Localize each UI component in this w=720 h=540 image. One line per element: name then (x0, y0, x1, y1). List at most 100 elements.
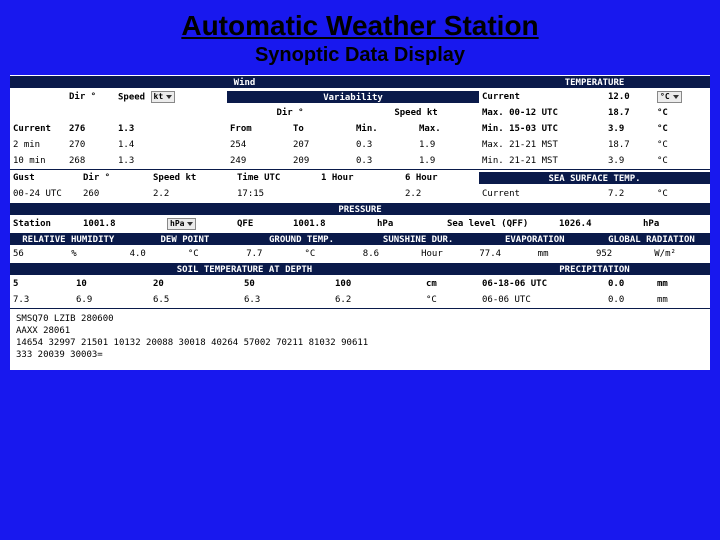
soil-d3: 50 (241, 276, 332, 292)
band-soil: SOIL TEMPERATURE AT DEPTH (10, 262, 479, 276)
rad-val: 952 (593, 246, 651, 262)
soil-v3: 6.3 (241, 292, 332, 308)
wind-row2-spd: 1.3 (115, 153, 227, 169)
soil-d4: 100 (332, 276, 423, 292)
soil-v1: 6.9 (73, 292, 150, 308)
chevron-down-icon (187, 222, 193, 226)
wind-row1-dir: 270 (66, 137, 115, 153)
evap-val: 77.4 (476, 246, 534, 262)
temp-row2-val: 3.9 (605, 121, 654, 137)
temp-row1-val: 18.7 (605, 105, 654, 121)
band-wind: Wind (10, 75, 479, 89)
var-row0-from: 254 (227, 137, 290, 153)
temp-row0-label: Current (479, 89, 605, 105)
var-to-hdr: To (290, 121, 353, 137)
temp-row2-unit: °C (654, 121, 710, 137)
code-line: AAXX 28061 (16, 325, 704, 337)
band-rh: RELATIVE HUMIDITY (10, 232, 127, 246)
soil-d-unit: cm (423, 276, 479, 292)
soil-v2: 6.5 (150, 292, 241, 308)
chevron-down-icon (166, 95, 172, 99)
row-group-gust-val: 00-24 UTC 260 2.2 17:15 2.2 Current 7.2 … (10, 186, 710, 202)
gust-spd-hdr: Speed kt (150, 170, 234, 186)
temp-row1-label: Max. 00-12 UTC (479, 105, 605, 121)
gust-6h: 2.2 (402, 186, 479, 202)
press-qff-lbl: Sea level (QFF) (444, 216, 556, 232)
gust-1h (318, 186, 402, 202)
sun-unit: Hour (418, 246, 476, 262)
precip-row0-val: 0.0 (605, 276, 654, 292)
var-row1-to: 209 (290, 153, 353, 169)
evap-unit: mm (535, 246, 593, 262)
press-qfe-lbl: QFE (234, 216, 290, 232)
sun-val: 8.6 (360, 246, 418, 262)
temp-row4-label: Min. 21-21 MST (479, 153, 605, 169)
var-row1-max: 1.9 (416, 153, 479, 169)
precip-row0-label: 06-18-06 UTC (479, 276, 605, 292)
press-station-lbl: Station (10, 216, 80, 232)
dew-val: 4.0 (127, 246, 185, 262)
precip-row0-unit: mm (654, 276, 710, 292)
press-unit-select[interactable]: hPa (167, 218, 196, 230)
press-qfe: 1001.8 (290, 216, 374, 232)
band-pressure: PRESSURE (10, 202, 710, 216)
gust-label: 00-24 UTC (10, 186, 80, 202)
rad-unit: W/m² (651, 246, 710, 262)
var-row0-max: 1.9 (416, 137, 479, 153)
page-title: Automatic Weather Station (0, 0, 720, 44)
ground-val: 7.7 (243, 246, 301, 262)
gust-time: 17:15 (234, 186, 318, 202)
band-variability: Variability (227, 90, 479, 104)
wind-row2-label: 10 min (10, 153, 66, 169)
gust-dir: 260 (80, 186, 150, 202)
var-row0-to: 207 (290, 137, 353, 153)
var-from-hdr: From (227, 121, 290, 137)
soil-v4: 6.2 (332, 292, 423, 308)
wind-row0-spd: 1.3 (115, 121, 227, 137)
band-temperature: TEMPERATURE (479, 75, 710, 89)
var-row0-min: 0.3 (353, 137, 416, 153)
page-subtitle: Synoptic Data Display (0, 44, 720, 75)
band-dew: DEW POINT (127, 232, 244, 246)
var-min-hdr: Min. (353, 121, 416, 137)
code-line: SMSQ70 LZIB 280600 (16, 313, 704, 325)
soil-d2: 20 (150, 276, 241, 292)
var-row1-min: 0.3 (353, 153, 416, 169)
precip-row1-unit: mm (654, 292, 710, 308)
var-max-hdr: Max. (416, 121, 479, 137)
press-qfe-unit: hPa (374, 216, 444, 232)
row-group-2: Dir ° Speed kt Max. 00-12 UTC 18.7 °C Cu… (10, 105, 710, 169)
wind-row2-dir: 268 (66, 153, 115, 169)
press-qff: 1026.4 (556, 216, 640, 232)
temp-row4-val: 3.9 (605, 153, 654, 169)
precip-row1-label: 06-06 UTC (479, 292, 605, 308)
temp-row3-unit: °C (654, 137, 710, 153)
var-row1-from: 249 (227, 153, 290, 169)
wind-row1-label: 2 min (10, 137, 66, 153)
sst-label: Current (479, 186, 605, 202)
temp-row1-unit: °C (654, 105, 710, 121)
data-panel: Wind TEMPERATURE Dir ° Speed kt Variabil… (10, 75, 710, 370)
pressure-row: Station 1001.8 hPa QFE 1001.8 hPa Sea le… (10, 216, 710, 232)
wind-row0-label: Current (10, 121, 66, 137)
band-sun: SUNSHINE DUR. (360, 232, 477, 246)
soil-v0: 7.3 (10, 292, 73, 308)
speed-unit-select[interactable]: kt (151, 91, 176, 103)
ground-unit: °C (301, 246, 359, 262)
code-line: 333 20039 30003= (16, 349, 704, 361)
soil-d1: 10 (73, 276, 150, 292)
press-station: 1001.8 (80, 216, 164, 232)
gust-spd: 2.2 (150, 186, 234, 202)
synop-code: SMSQ70 LZIB 280600 AAXX 28061 14654 3299… (10, 309, 710, 370)
var-dir-hdr: Dir ° (227, 105, 353, 121)
soil-d0: 5 (10, 276, 73, 292)
temp-unit-select[interactable]: °C (657, 91, 682, 103)
gust-dir-hdr: Dir ° (80, 170, 150, 186)
band-ground: GROUND TEMP. (243, 232, 360, 246)
gust-1h-hdr: 1 Hour (318, 170, 402, 186)
rh-unit: % (68, 246, 126, 262)
env-row: 56 % 4.0 °C 7.7 °C 8.6 Hour 77.4 mm 952 … (10, 246, 710, 262)
chevron-down-icon (673, 95, 679, 99)
precip-row1-val: 0.0 (605, 292, 654, 308)
wind-row1-spd: 1.4 (115, 137, 227, 153)
